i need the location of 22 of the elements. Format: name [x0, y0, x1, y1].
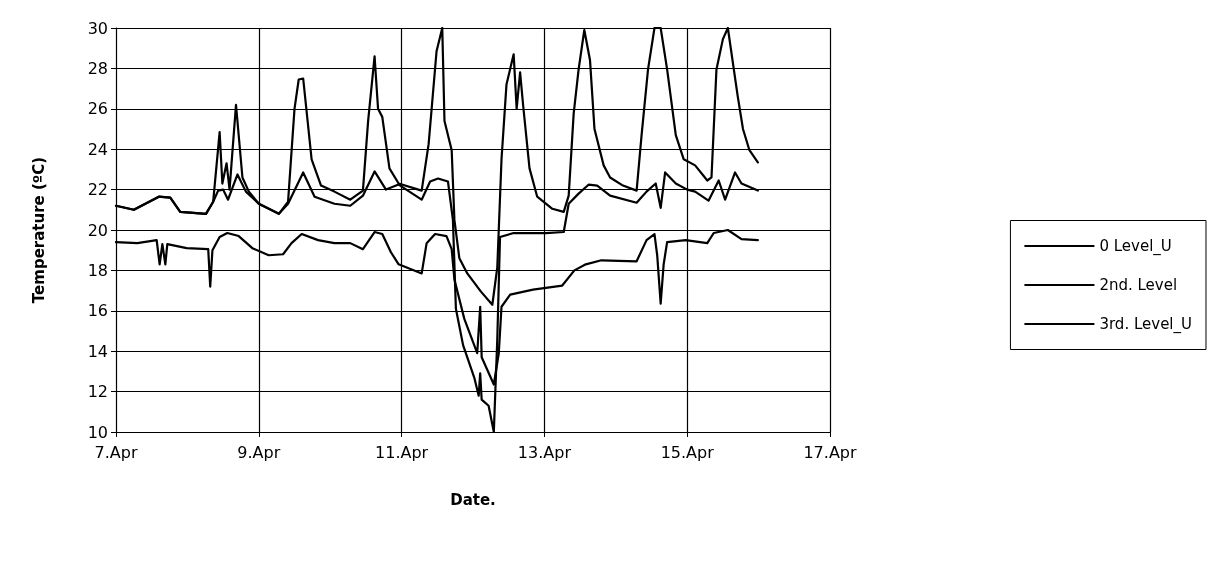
- x-tick-label: 17.Apr: [803, 442, 857, 462]
- x-tick-label: 7.Apr: [94, 442, 138, 462]
- y-axis-title: Temperature (ºC): [29, 156, 48, 304]
- x-tick-label: 15.Apr: [660, 442, 715, 462]
- y-tick-label: 18: [87, 260, 108, 280]
- x-tick-label: 9.Apr: [237, 442, 281, 462]
- y-tick-label: 24: [87, 139, 108, 159]
- x-axis-title: Date.: [450, 490, 496, 509]
- y-tick-label: 28: [87, 58, 108, 78]
- y-tick-label: 12: [87, 382, 108, 402]
- x-tick-label: 11.Apr: [375, 442, 429, 462]
- legend-label: 0 Level_U: [1099, 237, 1172, 256]
- x-tick-label: 13.Apr: [517, 442, 572, 462]
- legend-label: 2nd. Level: [1099, 276, 1178, 294]
- y-tick-label: 20: [87, 220, 108, 240]
- y-tick-label: 22: [87, 180, 108, 200]
- y-tick-label: 30: [87, 18, 108, 38]
- y-tick-label: 10: [87, 422, 108, 442]
- y-tick-label: 26: [87, 99, 108, 119]
- y-tick-label: 16: [87, 301, 108, 321]
- y-tick-label: 14: [87, 341, 108, 361]
- legend-label: 3rd. Level_U: [1099, 315, 1192, 334]
